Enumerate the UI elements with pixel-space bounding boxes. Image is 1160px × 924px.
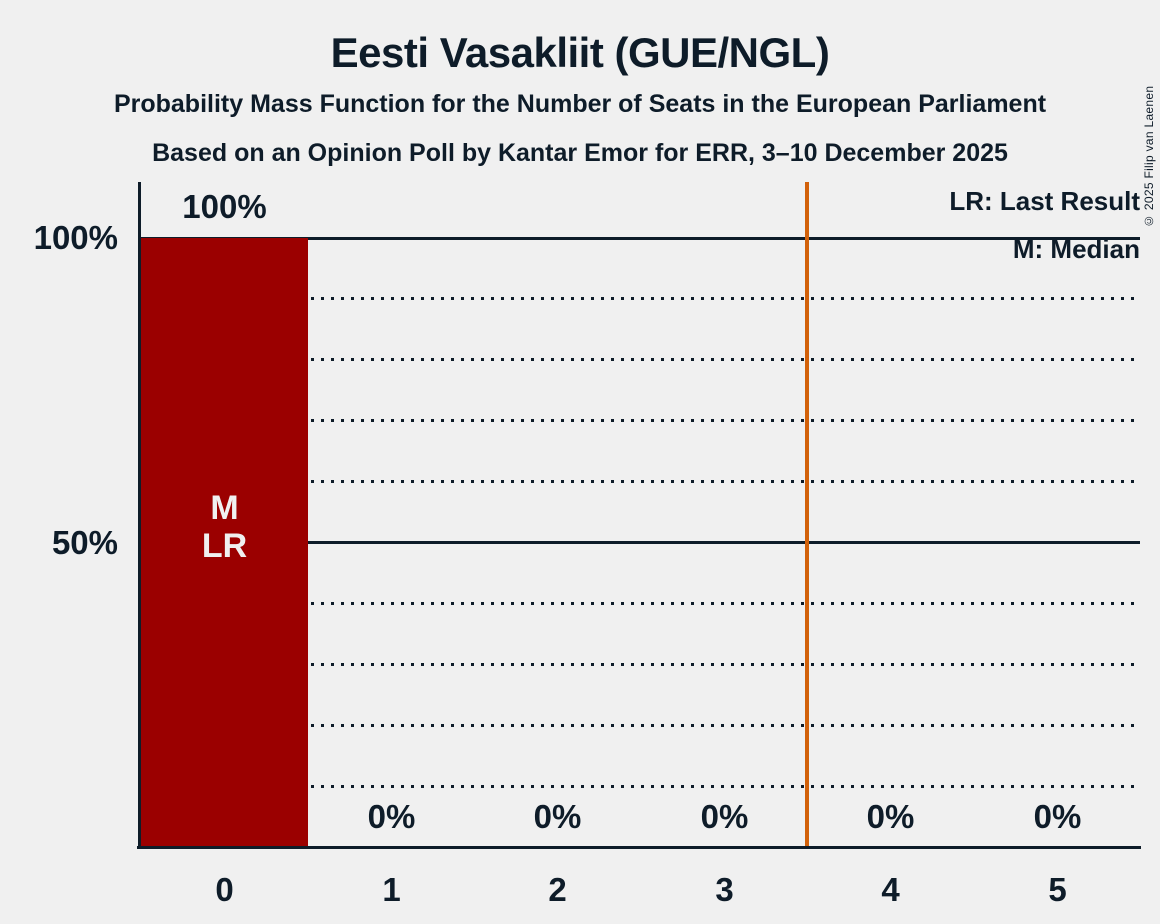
gridline-50pct [141, 541, 1140, 544]
x-axis-tick-label-1: 1 [382, 871, 401, 908]
x-axis-tick-label-5: 5 [1048, 871, 1067, 908]
x-axis-tick-label-3: 3 [715, 871, 734, 908]
legend: LR: Last Result M: Median [640, 186, 1140, 264]
gridline-100pct [141, 237, 1140, 240]
poll-source-subtitle: Based on an Opinion Poll by Kantar Emor … [152, 139, 1008, 167]
x-axis-tick-label-2: 2 [548, 871, 567, 908]
copyright-notice: © 2025 Filip van Laenen [1142, 85, 1156, 228]
gridline-80pct [141, 358, 1140, 361]
bar-value-label-3: 0% [700, 798, 749, 835]
legend-last-result: LR: Last Result [949, 186, 1140, 216]
bar-value-label-2: 0% [533, 798, 582, 835]
gridline-70pct [141, 419, 1140, 422]
bar-value-label-4: 0% [866, 798, 915, 835]
annotation-line-m: M [210, 489, 239, 527]
annotation-line-lr: LR [201, 527, 248, 565]
bar-value-label-0: 100% [182, 188, 267, 225]
bar-value-label-5: 0% [1033, 798, 1082, 835]
x-axis-tick-label-0: 0 [215, 871, 234, 908]
x-axis-tick-label-4: 4 [881, 871, 900, 908]
y-axis-label-100: 100% [33, 219, 118, 256]
bar-seats-0 [141, 238, 308, 847]
gridline-30pct [141, 663, 1140, 666]
gridline-90pct [141, 297, 1140, 300]
majority-threshold-line [805, 182, 809, 847]
legend-median: M: Median [1012, 234, 1140, 264]
gridline-40pct [141, 602, 1140, 605]
bar-value-label-1: 0% [367, 798, 416, 835]
chart-subtitle: Probability Mass Function for the Number… [113, 90, 1047, 118]
chart-title: Eesti Vasakliit (GUE/NGL) [330, 29, 830, 76]
gridline-20pct [141, 724, 1140, 727]
gridline-10pct [141, 785, 1140, 788]
gridline-60pct [141, 480, 1140, 483]
y-axis-line [138, 182, 141, 849]
x-axis-line [137, 846, 1141, 849]
median-last-result-annotation: M LR [141, 489, 308, 565]
y-axis-label-50: 50% [51, 524, 118, 561]
